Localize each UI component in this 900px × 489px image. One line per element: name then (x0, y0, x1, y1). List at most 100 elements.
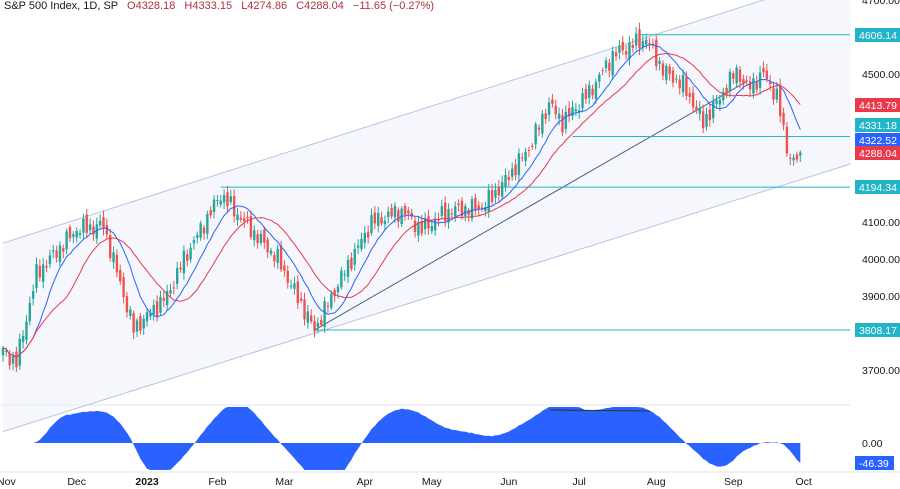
candle-body (31, 291, 35, 299)
candle-body (708, 109, 712, 121)
open-value: O4328.18 (127, 0, 176, 12)
candle-body (88, 224, 92, 231)
channel-lower-line (2, 163, 851, 433)
candle-body (765, 70, 768, 79)
candle-body (109, 235, 112, 259)
candle-body (152, 305, 155, 315)
candle-body (655, 39, 658, 67)
candle-body (514, 164, 517, 176)
candle-body (236, 214, 239, 221)
price-label-bg (855, 118, 900, 132)
candle-body (85, 214, 88, 233)
time-tick-label: Mar (275, 476, 294, 488)
price-tick-label: 3900.00 (862, 291, 900, 303)
candle-body (722, 91, 725, 101)
candle-body (541, 113, 544, 134)
candle-body (725, 87, 728, 95)
candle-body (738, 69, 742, 82)
time-tick-label: Aug (647, 476, 666, 488)
candle-body (792, 157, 795, 161)
price-label-bg (855, 323, 900, 337)
low-value: L4274.86 (241, 0, 288, 12)
candle-body (5, 350, 8, 352)
candle-body (467, 210, 470, 216)
candle-body (638, 29, 641, 49)
candle-body (119, 269, 122, 282)
candle-body (68, 226, 72, 239)
price-label-tag: 4331.18 (855, 118, 900, 132)
candle-body (336, 286, 340, 293)
candle-body (266, 239, 269, 253)
candle-body (35, 264, 38, 289)
candle-body (256, 234, 259, 243)
candle-body (72, 234, 75, 237)
candle-body (276, 248, 279, 263)
candle-body (594, 82, 598, 100)
candle-body (38, 265, 42, 278)
candle-body (15, 351, 18, 368)
price-label-bg (855, 98, 900, 112)
price-label-tag: 4288.04 (855, 146, 900, 160)
candle-body (748, 81, 752, 90)
price-label-text: 4331.18 (859, 120, 897, 132)
candle-body (718, 99, 722, 105)
price-label-bg (855, 28, 900, 42)
candle-body (504, 175, 507, 187)
candle-body (145, 312, 149, 322)
candle-body (779, 84, 782, 117)
candle-body (634, 33, 638, 46)
candle-body (289, 285, 293, 287)
candle-body (373, 212, 377, 224)
candle-body (675, 78, 678, 80)
candle-body (705, 114, 708, 127)
time-tick-label: Feb (208, 476, 226, 488)
candle-body (715, 100, 718, 104)
candle-body (139, 316, 142, 331)
candle-body (246, 217, 249, 219)
candle-body (263, 229, 266, 243)
candle-body (701, 111, 705, 129)
candle-body (547, 102, 551, 115)
channel-fill (3, 0, 851, 432)
candle-body (253, 230, 256, 241)
candle-body (447, 209, 450, 223)
candle-body (507, 176, 511, 180)
candle-body (316, 322, 320, 328)
candle-body (387, 211, 390, 218)
candle-body (544, 113, 547, 120)
candle-body (440, 206, 444, 217)
candle-body (366, 232, 370, 238)
candle-body (259, 233, 263, 243)
close-value: C4288.04 (296, 0, 344, 12)
candle-body (346, 259, 350, 277)
candle-body (732, 73, 735, 79)
candle-body (527, 149, 531, 151)
candle-body (132, 313, 135, 333)
candle-body (42, 264, 45, 282)
candle-body (243, 218, 246, 222)
candle-body (477, 205, 480, 210)
price-label-bg (855, 146, 900, 160)
candle-body (531, 145, 534, 147)
candle-body (279, 245, 283, 270)
candle-body (537, 127, 541, 130)
candle-body (273, 254, 276, 262)
candle-body (742, 78, 745, 85)
candle-body (155, 301, 159, 317)
candle-body (296, 281, 299, 303)
candle-body (685, 77, 688, 96)
candle-body (433, 218, 437, 231)
candle-body (799, 152, 802, 156)
candle-body (343, 274, 346, 276)
candle-body (745, 80, 748, 82)
candle-body (397, 210, 400, 222)
price-label-text: 4413.79 (859, 100, 897, 112)
candle-body (206, 213, 209, 234)
candle-body (286, 271, 289, 283)
candle-body (517, 153, 521, 176)
candle-body (574, 109, 578, 112)
candle-body (25, 321, 28, 340)
candle-body (219, 200, 222, 205)
